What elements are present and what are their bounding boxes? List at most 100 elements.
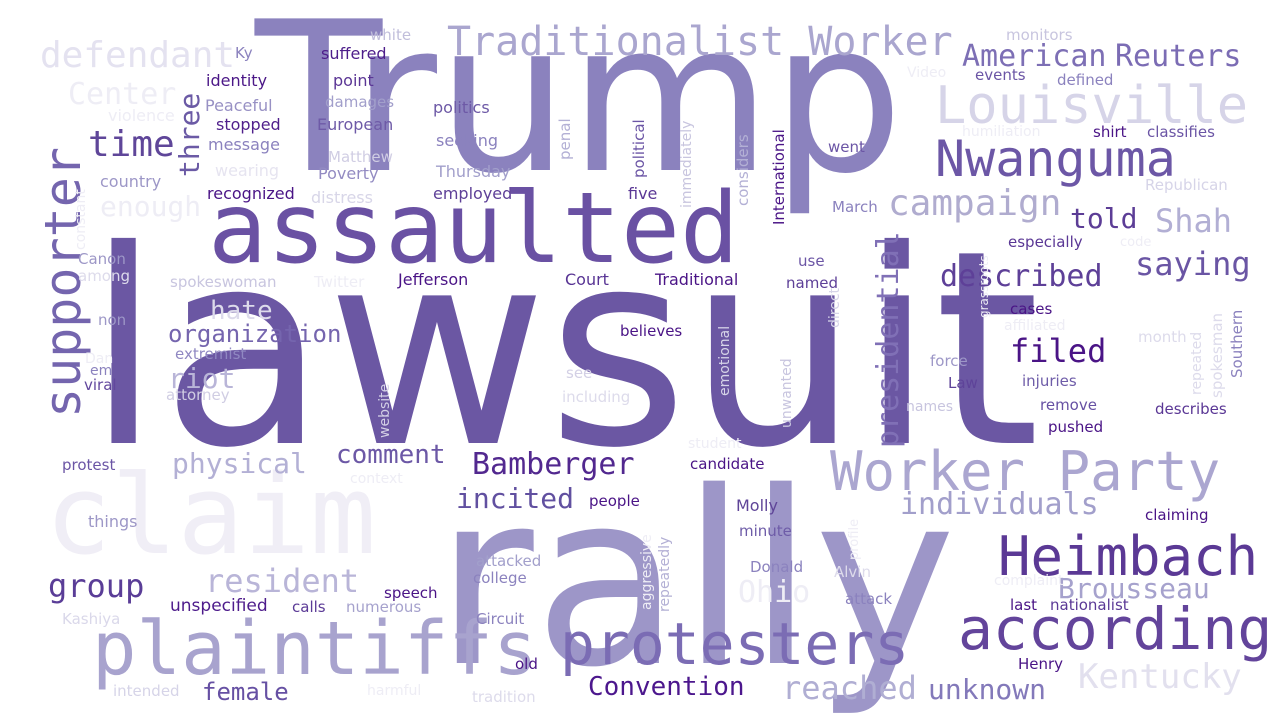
word-describes: describes [1155,400,1227,418]
word-cases: cases [1010,300,1053,318]
word-campaign: campaign [888,183,1062,224]
word-law: Law [948,374,978,392]
word-old: old [515,655,538,673]
word-calls: calls [292,598,326,616]
word-individuals: individuals [900,487,1099,522]
word-named: named [786,274,839,292]
word-protesters: protesters [560,610,910,678]
word-point: point [333,71,374,90]
word-events: events [975,66,1026,84]
word-grassroots: grassroots [977,255,991,318]
word-stopped: stopped [216,115,281,134]
word-candidate: candidate [690,455,765,473]
word-court: Court [565,270,609,289]
word-plaintiffs: plaintiffs [92,606,538,692]
word-remove: remove [1040,396,1097,414]
word-em: em [90,363,113,379]
word-politics: politics [433,98,490,117]
word-emotional: emotional [717,325,733,396]
word-filed: filed [1010,332,1107,370]
word-nationalist: nationalist [1050,596,1129,614]
word-five: five [628,184,658,203]
word-presidential: presidential [871,231,906,448]
word-damages: damages [325,93,395,111]
word-last: last [1010,596,1038,614]
word-lawsuit: lawsuit [86,192,1040,507]
word-group: group [48,567,145,605]
word-claiming: claiming [1145,506,1209,524]
word-southern: Southern [1228,309,1246,378]
word-political: political [630,119,648,178]
word-shirt: shirt [1093,123,1127,141]
word-repeated: repeated [1189,331,1205,395]
word-brousseau: Brousseau [1058,572,1210,605]
word-speech: speech [384,584,438,602]
word-jefferson: Jefferson [398,270,469,289]
word-white: white [370,26,412,44]
word-monitors: monitors [1006,26,1073,44]
word-physical: physical [172,447,307,480]
word-suffered: suffered [321,44,387,63]
word-comment: comment [336,440,446,470]
word-reuters: Reuters [1115,39,1242,74]
word-humiliation: humiliation [962,124,1041,140]
word-went: went [828,138,865,156]
word-minute: minute [739,522,792,540]
word-described: described [940,259,1103,294]
word-people: people [589,492,640,510]
word-nwanguma: Nwanguma [935,130,1176,188]
word-including: including [562,388,631,406]
word-pushed: pushed [1048,418,1104,436]
word-employed: employed [433,184,513,203]
word-considers: considers [734,134,752,206]
word-resident: resident [205,562,360,600]
word-complaint: complaint [994,573,1064,589]
word-spokesman: spokesman [1208,312,1226,398]
word-unknown: unknown [928,673,1047,706]
word-rally: rally [435,440,957,720]
word-thursday: Thursday [436,162,511,181]
word-attack: attack [845,590,893,608]
word-numerous: numerous [346,598,422,616]
word-force: force [930,352,968,370]
word-republican: Republican [1145,176,1228,194]
word-non: non [98,311,127,329]
word-penal: penal [556,118,574,160]
word-unspecified: unspecified [170,596,268,616]
word-molly: Molly [736,496,778,515]
word-context: context [350,471,403,487]
word-organization: organization [168,320,342,348]
word-three: three [173,92,206,177]
word-names: names [906,399,953,415]
word-believes: believes [620,322,683,340]
word-claim: claim [45,451,377,579]
word-injuries: injuries [1022,372,1077,390]
word-video: Video [907,65,947,81]
word-twitter: Twitter [314,273,365,291]
word-canon: Canon [78,250,126,268]
word-shah: Shah [1155,202,1233,240]
word-student: student [688,436,742,452]
word-american: American [962,39,1107,74]
word-circuit: Circuit [476,610,525,628]
word-female: female [202,678,289,706]
word-extremist: extremist [175,345,247,363]
word-college: college [473,569,527,587]
word-bamberger: Bamberger [472,447,635,482]
word-unwanted: unwanted [779,358,795,428]
word-ohio: Ohio [738,575,811,610]
word-see: see [566,364,593,382]
word-recognized: recognized [207,184,295,203]
word-use: use [798,252,825,270]
word-alvin: Alvin [834,563,871,581]
word-things: things [88,512,138,531]
word-ky: Ky [235,44,253,62]
word-constant: constant [73,189,89,250]
word-kashiya: Kashiya [62,610,121,628]
word-profile: profile [847,518,862,560]
word-traditional: Traditional [655,270,739,289]
word-poverty: Poverty [318,164,379,183]
word-donald: Donald [750,558,804,576]
word-international: International [770,129,788,225]
word-reached: reached [782,669,917,707]
